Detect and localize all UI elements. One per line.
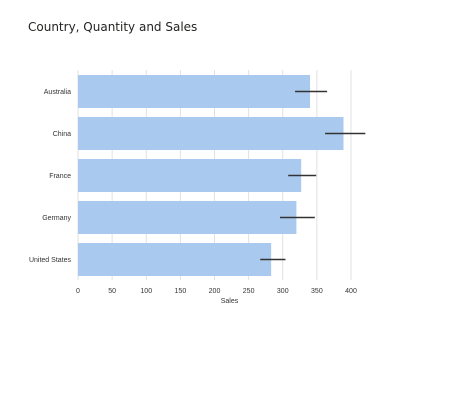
x-tick-label: 350 xyxy=(311,288,323,295)
bar-france[interactable] xyxy=(78,159,302,192)
chart-title: Country, Quantity and Sales xyxy=(28,20,198,34)
bar-germany[interactable] xyxy=(78,201,297,234)
category-label: Germany xyxy=(42,215,71,222)
bars xyxy=(78,75,344,276)
error-bars xyxy=(260,90,366,261)
category-label: China xyxy=(53,131,71,138)
x-tick-label: 250 xyxy=(243,288,255,295)
x-tick-label: 50 xyxy=(108,288,116,295)
x-tick-labels: 0 50 100 150 200 250 300 350 400 xyxy=(76,288,357,295)
bar-united-states[interactable] xyxy=(78,243,272,276)
x-tick-label: 150 xyxy=(175,288,187,295)
x-tick-label: 0 xyxy=(76,288,80,295)
bar-china[interactable] xyxy=(78,117,344,150)
x-tick-label: 100 xyxy=(140,288,152,295)
x-tick-label: 200 xyxy=(209,288,221,295)
category-label: United States xyxy=(29,257,72,264)
category-label: Australia xyxy=(44,89,71,96)
bar-australia[interactable] xyxy=(78,75,311,108)
x-tick-label: 300 xyxy=(277,288,289,295)
x-tick-label: 400 xyxy=(345,288,357,295)
x-axis-title: Sales xyxy=(221,298,239,305)
category-labels: Australia China France Germany United States xyxy=(29,89,72,264)
category-label: France xyxy=(49,173,71,180)
